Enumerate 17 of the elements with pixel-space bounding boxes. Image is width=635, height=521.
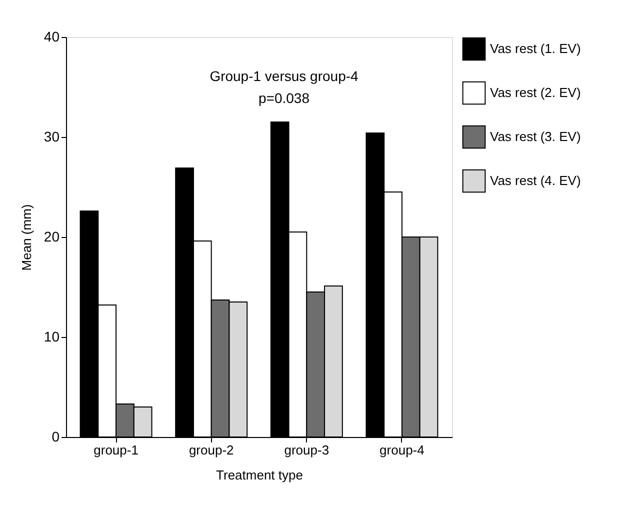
legend-label: Vas rest (4. EV) bbox=[490, 173, 581, 188]
x-tick-label: group-4 bbox=[380, 442, 424, 458]
y-tick-label: 40 bbox=[44, 28, 60, 44]
legend-label: Vas rest (2. EV) bbox=[490, 85, 581, 100]
y-axis-title: Mean (mm) bbox=[18, 204, 34, 271]
y-tick-label: 10 bbox=[44, 328, 60, 344]
annotation: p=0.038 bbox=[258, 90, 310, 106]
x-tick-label: group-1 bbox=[94, 442, 138, 458]
x-tick-label: group-2 bbox=[188, 442, 234, 458]
y-tick-label: 30 bbox=[44, 128, 60, 144]
annotation: Group-1 versus group-4 bbox=[210, 68, 359, 84]
x-tick-label: group-3 bbox=[284, 442, 330, 458]
x-axis-title: Treatment type bbox=[216, 468, 303, 482]
y-tick-label: 20 bbox=[44, 228, 60, 244]
y-tick-label: 0 bbox=[52, 428, 60, 444]
legend-label: Vas rest (3. EV) bbox=[490, 129, 581, 144]
legend-label: Vas rest (1. EV) bbox=[490, 41, 581, 56]
